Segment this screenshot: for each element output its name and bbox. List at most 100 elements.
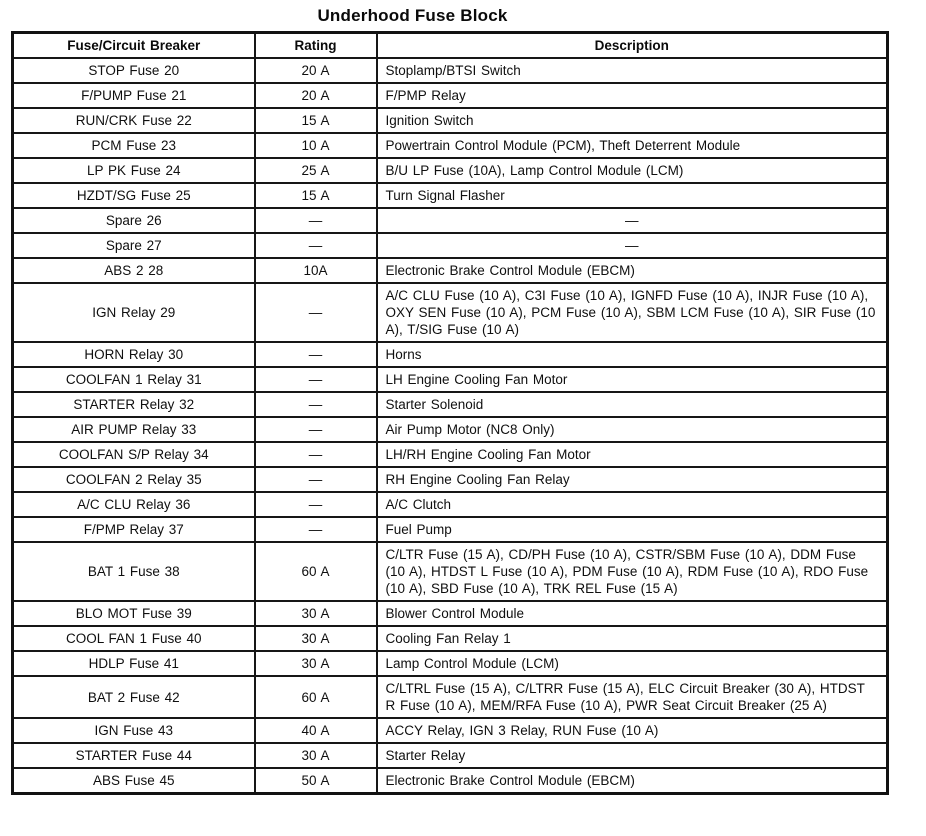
table-row: IGN Fuse 43 40 A ACCY Relay, IGN 3 Relay… — [11, 717, 889, 744]
table-row: COOL FAN 1 Fuse 40 30 A Cooling Fan Rela… — [11, 625, 889, 652]
table-row: RUN/CRK Fuse 22 15 A Ignition Switch — [11, 107, 889, 134]
rating-cell: 10A — [253, 257, 378, 284]
rating-cell: 60 A — [253, 541, 378, 602]
table-row: ABS Fuse 45 50 A Electronic Brake Contro… — [11, 767, 889, 795]
rating-cell: — — [253, 232, 378, 259]
table-row: F/PUMP Fuse 21 20 A F/PMP Relay — [11, 82, 889, 109]
rating-cell: 20 A — [253, 57, 378, 84]
fuse-cell: COOLFAN 2 Relay 35 — [11, 466, 256, 493]
fuse-cell: COOLFAN S/P Relay 34 — [11, 441, 256, 468]
rating-cell: 60 A — [253, 675, 378, 719]
fuse-cell: F/PUMP Fuse 21 — [11, 82, 256, 109]
fuse-cell: COOLFAN 1 Relay 31 — [11, 366, 256, 393]
fuse-cell: COOL FAN 1 Fuse 40 — [11, 625, 256, 652]
rating-cell: — — [253, 441, 378, 468]
table-row: IGN Relay 29 — A/C CLU Fuse (10 A), C3I … — [11, 282, 889, 343]
fuse-cell: PCM Fuse 23 — [11, 132, 256, 159]
fuse-cell: ABS Fuse 45 — [11, 767, 256, 795]
fuse-cell: F/PMP Relay 37 — [11, 516, 256, 543]
table-row: COOLFAN S/P Relay 34 — LH/RH Engine Cool… — [11, 441, 889, 468]
fuse-table: Fuse/Circuit Breaker Rating Description … — [11, 31, 889, 795]
table-row: A/C CLU Relay 36 — A/C Clutch — [11, 491, 889, 518]
fuse-cell: Spare 27 — [11, 232, 256, 259]
fuse-cell: HZDT/SG Fuse 25 — [11, 182, 256, 209]
page-title: Underhood Fuse Block — [317, 6, 508, 25]
description-cell: Stoplamp/BTSI Switch — [375, 57, 889, 84]
rating-cell: — — [253, 366, 378, 393]
rating-cell: 25 A — [253, 157, 378, 184]
fuse-cell: Spare 26 — [11, 207, 256, 234]
fuse-cell: A/C CLU Relay 36 — [11, 491, 256, 518]
description-cell: Blower Control Module — [375, 600, 889, 627]
description-cell: Electronic Brake Control Module (EBCM) — [375, 257, 889, 284]
table-row: STARTER Fuse 44 30 A Starter Relay — [11, 742, 889, 769]
description-cell: C/LTRL Fuse (15 A), C/LTRR Fuse (15 A), … — [375, 675, 889, 719]
description-cell: ACCY Relay, IGN 3 Relay, RUN Fuse (10 A) — [375, 717, 889, 744]
table-row: ABS 2 28 10A Electronic Brake Control Mo… — [11, 257, 889, 284]
description-cell: LH Engine Cooling Fan Motor — [375, 366, 889, 393]
rating-cell: 20 A — [253, 82, 378, 109]
fuse-cell: HDLP Fuse 41 — [11, 650, 256, 677]
description-cell: B/U LP Fuse (10A), Lamp Control Module (… — [375, 157, 889, 184]
rating-cell: — — [253, 466, 378, 493]
table-header-row: Fuse/Circuit Breaker Rating Description — [11, 31, 889, 59]
fuse-cell: STARTER Relay 32 — [11, 391, 256, 418]
fuse-cell: BAT 2 Fuse 42 — [11, 675, 256, 719]
table-row: HORN Relay 30 — Horns — [11, 341, 889, 368]
fuse-cell: ABS 2 28 — [11, 257, 256, 284]
description-cell: F/PMP Relay — [375, 82, 889, 109]
table-row: BLO MOT Fuse 39 30 A Blower Control Modu… — [11, 600, 889, 627]
table-row: PCM Fuse 23 10 A Powertrain Control Modu… — [11, 132, 889, 159]
fuse-cell: STOP Fuse 20 — [11, 57, 256, 84]
rating-cell: — — [253, 491, 378, 518]
fuse-cell: RUN/CRK Fuse 22 — [11, 107, 256, 134]
rating-cell: — — [253, 516, 378, 543]
rating-cell: — — [253, 341, 378, 368]
description-cell: RH Engine Cooling Fan Relay — [375, 466, 889, 493]
table-row: STARTER Relay 32 — Starter Solenoid — [11, 391, 889, 418]
description-cell: A/C CLU Fuse (10 A), C3I Fuse (10 A), IG… — [375, 282, 889, 343]
rating-cell: 15 A — [253, 182, 378, 209]
rating-cell: 30 A — [253, 650, 378, 677]
table-row: Spare 27 — — — [11, 232, 889, 259]
table-row: LP PK Fuse 24 25 A B/U LP Fuse (10A), La… — [11, 157, 889, 184]
rating-cell: 50 A — [253, 767, 378, 795]
rating-cell: 10 A — [253, 132, 378, 159]
table-row: STOP Fuse 20 20 A Stoplamp/BTSI Switch — [11, 57, 889, 84]
rating-cell: 40 A — [253, 717, 378, 744]
description-cell: Turn Signal Flasher — [375, 182, 889, 209]
description-cell: Starter Relay — [375, 742, 889, 769]
description-cell: A/C Clutch — [375, 491, 889, 518]
fuse-cell: IGN Relay 29 — [11, 282, 256, 343]
description-cell: Electronic Brake Control Module (EBCM) — [375, 767, 889, 795]
table-row: COOLFAN 2 Relay 35 — RH Engine Cooling F… — [11, 466, 889, 493]
header-rating: Rating — [253, 31, 378, 59]
fuse-cell: BAT 1 Fuse 38 — [11, 541, 256, 602]
description-cell: Ignition Switch — [375, 107, 889, 134]
table-row: BAT 2 Fuse 42 60 A C/LTRL Fuse (15 A), C… — [11, 675, 889, 719]
header-description: Description — [375, 31, 889, 59]
table-row: Spare 26 — — — [11, 207, 889, 234]
description-cell: — — [375, 232, 889, 259]
fuse-table-body: STOP Fuse 20 20 A Stoplamp/BTSI Switch F… — [11, 57, 889, 795]
document-page: Underhood Fuse Block Fuse/Circuit Breake… — [0, 6, 926, 836]
description-cell: Starter Solenoid — [375, 391, 889, 418]
rating-cell: — — [253, 416, 378, 443]
fuse-cell: LP PK Fuse 24 — [11, 157, 256, 184]
table-row: COOLFAN 1 Relay 31 — LH Engine Cooling F… — [11, 366, 889, 393]
table-row: F/PMP Relay 37 — Fuel Pump — [11, 516, 889, 543]
description-cell: Powertrain Control Module (PCM), Theft D… — [375, 132, 889, 159]
fuse-cell: AIR PUMP Relay 33 — [11, 416, 256, 443]
description-cell: — — [375, 207, 889, 234]
rating-cell: — — [253, 282, 378, 343]
table-row: HDLP Fuse 41 30 A Lamp Control Module (L… — [11, 650, 889, 677]
fuse-cell: IGN Fuse 43 — [11, 717, 256, 744]
description-cell: Fuel Pump — [375, 516, 889, 543]
rating-cell: 30 A — [253, 625, 378, 652]
description-cell: Air Pump Motor (NC8 Only) — [375, 416, 889, 443]
description-cell: C/LTR Fuse (15 A), CD/PH Fuse (10 A), CS… — [375, 541, 889, 602]
description-cell: LH/RH Engine Cooling Fan Motor — [375, 441, 889, 468]
description-cell: Horns — [375, 341, 889, 368]
table-row: HZDT/SG Fuse 25 15 A Turn Signal Flasher — [11, 182, 889, 209]
table-row: AIR PUMP Relay 33 — Air Pump Motor (NC8 … — [11, 416, 889, 443]
